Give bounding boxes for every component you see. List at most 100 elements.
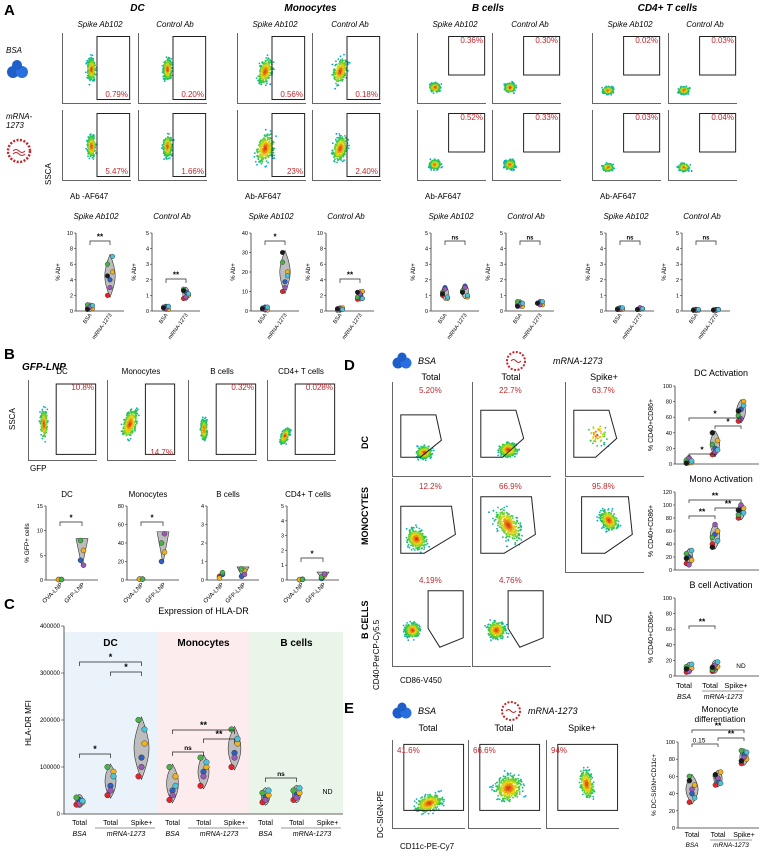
percentage-label: 22.7% <box>499 386 522 395</box>
y-tick-label: 3 <box>676 262 679 268</box>
percentage-label: 0.03% <box>711 36 734 45</box>
y-tick-label: 1 <box>201 560 204 566</box>
row-label: DC <box>360 436 370 449</box>
group-title-bcells: B cells <box>413 3 563 14</box>
data-point <box>283 279 288 284</box>
chart-title: DC Activation <box>694 368 748 378</box>
y-tick-label: 4 <box>500 247 503 253</box>
significance-label: * <box>273 233 277 242</box>
data-point <box>81 563 86 568</box>
y-tick-label: 6 <box>70 262 73 268</box>
significance-label: ** <box>712 491 719 501</box>
x-tick-label: mRNA-1273 <box>167 313 189 341</box>
row-label-mrna: mRNA-1273 <box>6 112 42 130</box>
flow-density <box>473 572 551 666</box>
y-axis-label: % Ab+ <box>486 263 492 281</box>
data-point <box>684 461 689 466</box>
data-point <box>139 764 145 770</box>
percentage-label: 41.6% <box>397 746 420 755</box>
data-point <box>691 308 696 313</box>
flow-plot: 0.36% <box>417 33 486 104</box>
y-tick-label: 0 <box>600 309 603 315</box>
column-header: Spike+ <box>546 723 618 733</box>
condition-label: BSA <box>258 831 272 838</box>
y-tick-label: 4 <box>281 519 284 525</box>
data-point <box>161 306 166 311</box>
group-title: Monocytes <box>117 490 179 499</box>
y-tick-label: 0 <box>40 578 43 584</box>
flow-plot: 5.20% <box>392 382 471 477</box>
y-tick-label: 80 <box>666 400 672 406</box>
data-point <box>173 783 179 789</box>
condition-label: mRNA-1273 <box>553 356 603 366</box>
x-tick-label: Spike+ <box>724 681 748 690</box>
antibody-label: Control Ab <box>136 212 208 221</box>
x-tick-label: OVA-LNP <box>283 582 306 605</box>
condition-label: mRNA-1273 <box>528 706 578 716</box>
y-tick-label: 0 <box>320 309 323 315</box>
y-axis-label: % CD40+CD86+ <box>648 399 655 451</box>
flow-plot: 95.8% <box>565 478 644 573</box>
a-x-axis-label: Ab-AF647 <box>245 192 281 201</box>
y-tick-label: 2 <box>500 278 503 284</box>
y-tick-label: 4 <box>600 247 603 253</box>
y-tick-label: 0 <box>676 309 679 315</box>
condition-label: BSA <box>165 831 179 838</box>
flow-plot: 12.2% <box>392 478 471 573</box>
x-tick-label: Spike+ <box>317 820 339 827</box>
flow-plot: 1.66% <box>138 110 207 181</box>
group-title-monocytes: Monocytes <box>233 3 388 14</box>
significance-label: ns <box>702 236 710 242</box>
data-point <box>186 292 191 297</box>
data-point <box>260 790 266 796</box>
flow-plot: 0.79% <box>62 33 131 104</box>
flow-density <box>393 478 471 572</box>
data-point <box>265 305 270 310</box>
y-tick-label: 3 <box>201 523 204 529</box>
b-x-axis-label: GFP <box>30 464 46 473</box>
y-tick-label: 40 <box>666 431 672 437</box>
y-tick-label: 2 <box>201 541 204 547</box>
data-point <box>322 572 327 577</box>
e-x-axis-label: CD11c-PE-Cy7 <box>400 842 454 851</box>
significance-label: * <box>150 514 154 523</box>
x-tick-label: Spike+ <box>733 832 755 839</box>
y-tick-label: 3 <box>425 262 428 268</box>
a-y-axis-label: SSCA <box>44 163 53 185</box>
significance-label: ** <box>699 507 706 517</box>
percentage-label: 0.20% <box>181 90 204 99</box>
percentage-label: 66.9% <box>499 482 522 491</box>
x-tick-label: BSA <box>158 312 169 325</box>
flow-density <box>268 380 336 460</box>
y-tick-label: 5 <box>425 231 428 237</box>
data-point <box>201 774 207 780</box>
data-point <box>90 303 95 308</box>
significance-label: * <box>124 662 128 672</box>
data-point <box>181 288 186 293</box>
data-point <box>687 800 692 805</box>
panel-letter-a: A <box>4 2 15 19</box>
y-tick-label: 3 <box>500 262 503 268</box>
panel-letter-d: D <box>344 357 355 374</box>
y-tick-label: 10 <box>67 231 73 237</box>
x-tick-label: OVA-LNP <box>203 582 226 605</box>
data-point <box>736 508 741 513</box>
percentage-label: 12.2% <box>419 482 442 491</box>
flow-density <box>393 572 471 666</box>
data-point <box>340 307 345 312</box>
percentage-label: 0.79% <box>105 90 128 99</box>
data-point <box>232 755 238 761</box>
significance-label: * <box>69 514 73 523</box>
y-tick-label: 4 <box>201 504 204 510</box>
group-title: Monocytes <box>107 367 175 376</box>
x-tick-label: mRNA-1273 <box>621 313 643 341</box>
data-point <box>140 577 145 582</box>
y-tick-label: 1 <box>600 293 603 299</box>
flow-plot: 23% <box>237 110 306 181</box>
data-point <box>689 458 694 463</box>
data-point <box>741 403 746 408</box>
